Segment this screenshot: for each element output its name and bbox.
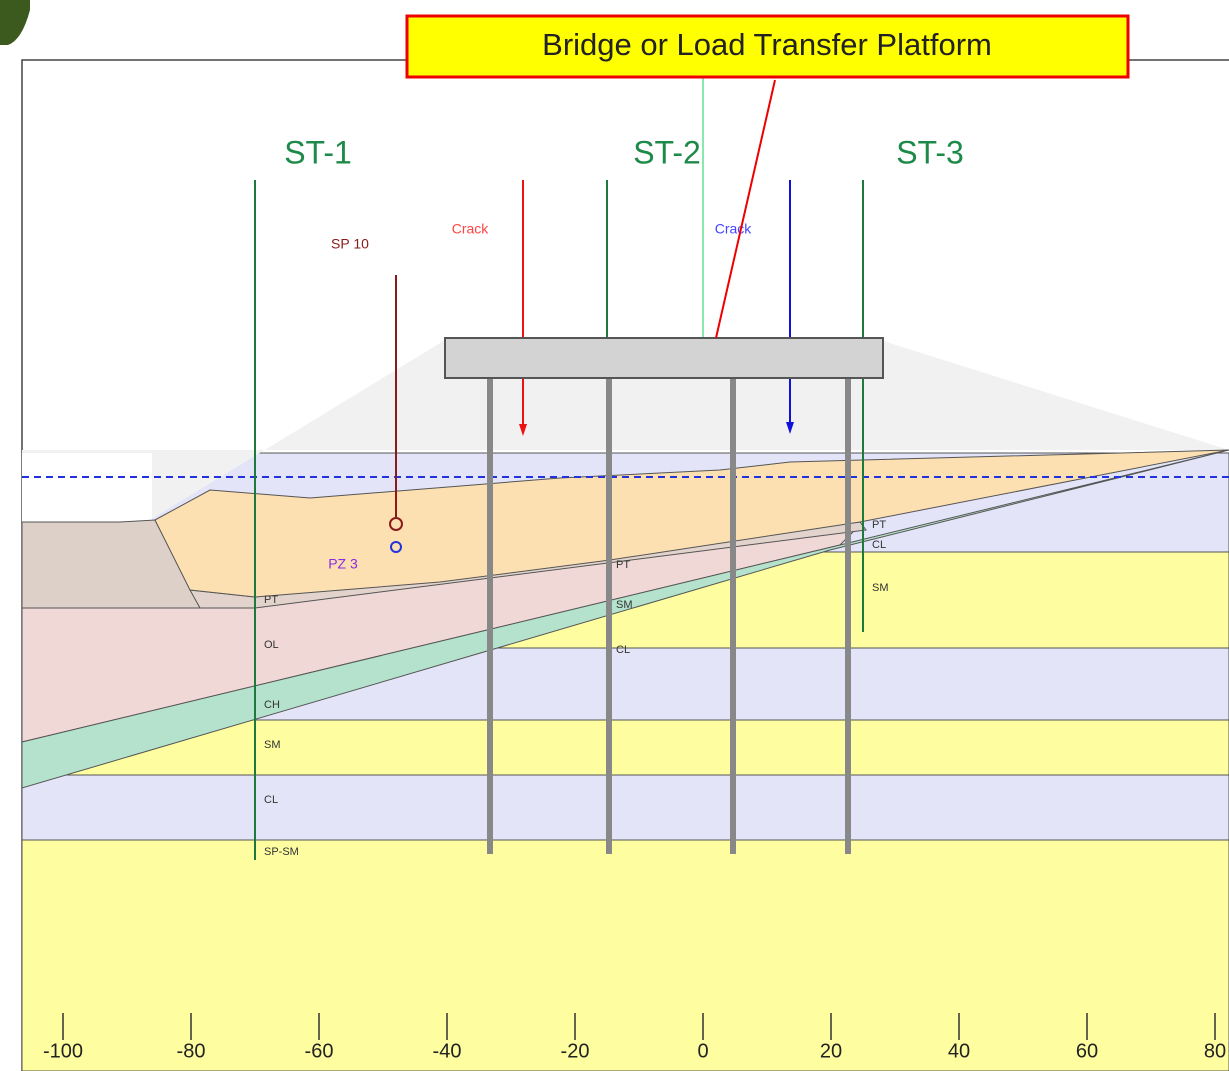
sp-plate — [389, 517, 403, 531]
piles — [487, 378, 851, 854]
piezometer — [390, 541, 402, 553]
arrowhead — [519, 424, 527, 436]
soil-label: CL — [872, 539, 886, 551]
crack-label: Crack — [715, 221, 753, 237]
callout-box — [405, 14, 1130, 79]
soil-label: PT — [616, 559, 630, 571]
crack-label: Crack — [452, 221, 490, 237]
soil-label: OL — [264, 639, 279, 651]
borehole-label: ST-1 — [284, 134, 352, 170]
tick-label: -40 — [433, 1040, 462, 1062]
tick-label: 40 — [948, 1040, 970, 1062]
soil-label: SM — [872, 582, 889, 594]
tick-label: 60 — [1076, 1040, 1098, 1062]
blank — [22, 453, 152, 522]
soil-label: PT — [872, 519, 886, 531]
platform — [444, 337, 884, 379]
logo-fragment — [0, 0, 30, 45]
tick-label: -80 — [177, 1040, 206, 1062]
tick-label: 20 — [820, 1040, 842, 1062]
callout-leader — [715, 79, 776, 339]
tick-label: -20 — [561, 1040, 590, 1062]
ch-layer — [21, 449, 1229, 789]
pz-label: PZ 3 — [328, 556, 358, 572]
tick-label: -100 — [43, 1040, 83, 1062]
soil-label: CL — [616, 644, 630, 656]
borehole-label: ST-3 — [896, 134, 964, 170]
arrowhead — [786, 422, 794, 434]
soil-label: SM — [616, 599, 633, 611]
soil-label: SM — [264, 739, 281, 751]
tick-label: -60 — [305, 1040, 334, 1062]
tick-label: 80 — [1204, 1040, 1226, 1062]
soil-label: CH — [264, 699, 280, 711]
band — [21, 839, 1229, 1071]
pile — [730, 378, 736, 854]
band — [21, 774, 1229, 841]
soil-label: CL — [264, 794, 278, 806]
callout-text: Bridge or Load Transfer Platform — [542, 27, 992, 62]
pile — [845, 378, 851, 854]
pile — [606, 378, 612, 854]
embankment — [22, 340, 1229, 520]
borehole-label: ST-2 — [633, 134, 701, 170]
sp-label: SP 10 — [331, 236, 369, 252]
soil-label: SP-SM — [264, 846, 299, 858]
tick-label: 0 — [697, 1040, 708, 1062]
pile — [487, 378, 493, 854]
soil-label: PT — [264, 594, 278, 606]
x-axis: -100 -80 -60 -40 -20 0 20 40 60 80 — [43, 1013, 1226, 1062]
